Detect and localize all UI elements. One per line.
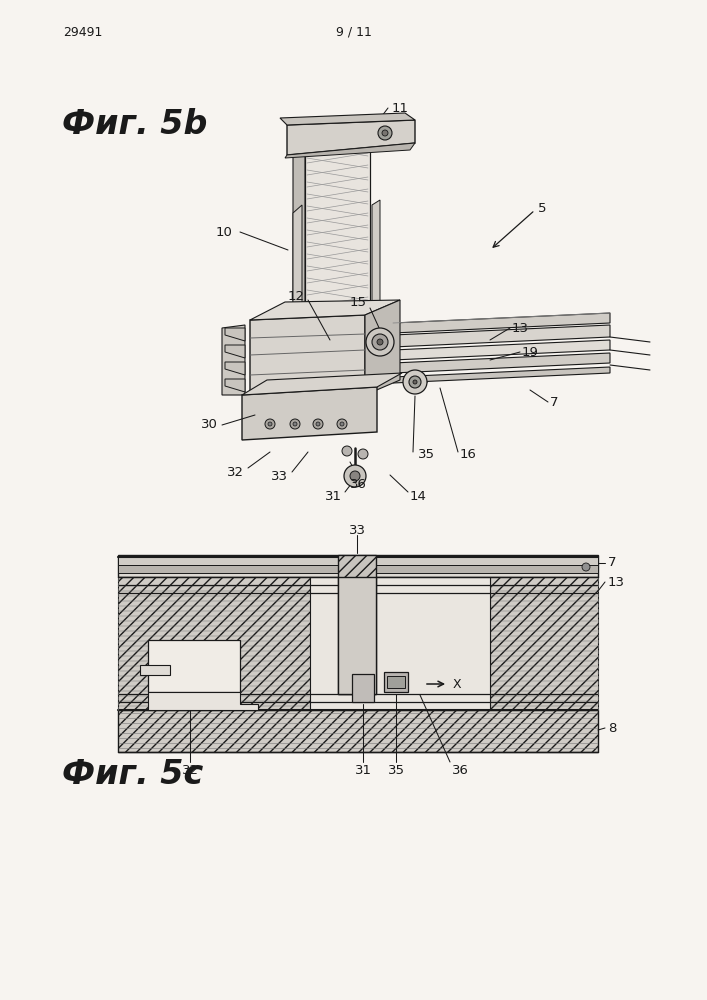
Polygon shape <box>365 300 400 395</box>
Circle shape <box>382 130 388 136</box>
Circle shape <box>293 422 297 426</box>
Text: 10: 10 <box>215 226 232 238</box>
Circle shape <box>268 422 272 426</box>
Polygon shape <box>280 113 415 125</box>
Circle shape <box>290 419 300 429</box>
Polygon shape <box>222 325 245 395</box>
Polygon shape <box>250 300 400 320</box>
Bar <box>338 555 376 694</box>
Text: 35: 35 <box>387 764 404 776</box>
Polygon shape <box>293 145 305 365</box>
Circle shape <box>377 339 383 345</box>
Text: 12: 12 <box>288 290 305 302</box>
Text: 14: 14 <box>410 489 427 502</box>
Polygon shape <box>305 145 370 365</box>
Circle shape <box>409 376 421 388</box>
Bar <box>148 640 240 692</box>
Polygon shape <box>293 205 302 313</box>
Circle shape <box>372 334 388 350</box>
Text: 32: 32 <box>227 466 244 479</box>
Polygon shape <box>393 340 610 360</box>
Text: 11: 11 <box>392 102 409 114</box>
Polygon shape <box>242 373 402 395</box>
Bar <box>310 577 490 710</box>
Circle shape <box>366 328 394 356</box>
Text: X: X <box>453 678 462 690</box>
Polygon shape <box>287 120 415 155</box>
Text: Фиг. 5b: Фиг. 5b <box>62 108 207 141</box>
Text: 31: 31 <box>354 764 371 776</box>
Polygon shape <box>148 692 258 710</box>
Bar <box>490 577 598 710</box>
Text: 16: 16 <box>460 448 477 462</box>
Text: 19: 19 <box>522 346 539 359</box>
Polygon shape <box>393 353 610 373</box>
Circle shape <box>342 446 352 456</box>
Text: 15: 15 <box>350 296 367 308</box>
Text: 33: 33 <box>349 524 366 536</box>
Text: 30: 30 <box>201 418 218 432</box>
Bar <box>140 665 170 675</box>
Circle shape <box>265 419 275 429</box>
Bar <box>118 557 598 565</box>
Text: 7: 7 <box>550 395 559 408</box>
Circle shape <box>413 380 417 384</box>
Circle shape <box>378 126 392 140</box>
Bar <box>118 710 598 752</box>
Text: 31: 31 <box>325 489 342 502</box>
Text: 29491: 29491 <box>63 25 103 38</box>
Circle shape <box>403 370 427 394</box>
Circle shape <box>350 471 360 481</box>
Bar <box>352 674 374 702</box>
Polygon shape <box>393 325 610 347</box>
Text: 13: 13 <box>608 576 625 588</box>
Bar <box>384 672 408 692</box>
Text: 36: 36 <box>452 764 469 776</box>
Circle shape <box>582 563 590 571</box>
Text: 8: 8 <box>608 722 617 734</box>
Bar <box>118 577 310 710</box>
Text: 32: 32 <box>182 764 199 776</box>
Polygon shape <box>393 313 610 333</box>
Polygon shape <box>250 315 365 400</box>
Text: 33: 33 <box>271 470 288 483</box>
Text: 36: 36 <box>349 478 366 490</box>
Text: Фиг. 5c: Фиг. 5c <box>62 758 203 792</box>
Circle shape <box>344 465 366 487</box>
Text: 9 / 11: 9 / 11 <box>336 25 372 38</box>
Circle shape <box>316 422 320 426</box>
Text: 35: 35 <box>418 448 435 460</box>
Text: 5: 5 <box>538 202 547 215</box>
Bar <box>338 577 376 694</box>
Circle shape <box>358 449 368 459</box>
Polygon shape <box>393 367 610 383</box>
Bar <box>118 555 598 577</box>
Polygon shape <box>225 328 245 341</box>
Polygon shape <box>285 143 415 158</box>
Circle shape <box>340 422 344 426</box>
Bar <box>118 565 598 573</box>
Polygon shape <box>225 379 245 392</box>
Bar <box>387 676 405 688</box>
Polygon shape <box>225 362 245 375</box>
Circle shape <box>313 419 323 429</box>
Text: 13: 13 <box>512 322 529 334</box>
Polygon shape <box>372 200 380 310</box>
Text: 7: 7 <box>608 556 617 570</box>
Polygon shape <box>242 387 377 440</box>
Polygon shape <box>225 345 245 358</box>
Circle shape <box>337 419 347 429</box>
